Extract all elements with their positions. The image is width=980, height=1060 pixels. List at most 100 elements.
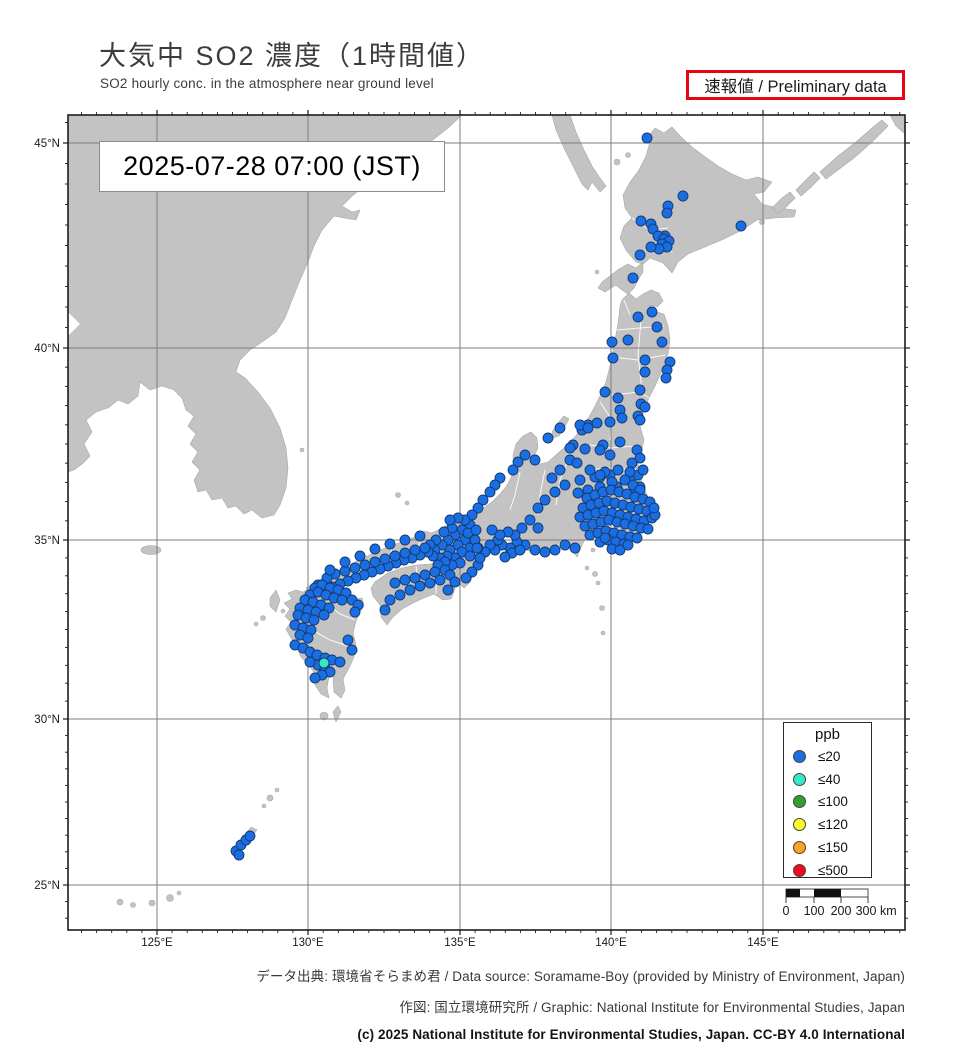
- station-dot: [559, 539, 571, 551]
- island: [600, 630, 606, 636]
- station-dot: [661, 207, 673, 219]
- station-dot: [656, 336, 668, 348]
- station-dot: [624, 466, 636, 478]
- station-dot: [631, 532, 643, 544]
- station-dot: [486, 524, 498, 536]
- station-dot: [324, 564, 336, 576]
- preliminary-data-label: 速報値 / Preliminary data: [704, 78, 887, 96]
- legend-row: ≤20: [784, 745, 871, 768]
- station-dot: [641, 132, 653, 144]
- station-dot: [444, 514, 456, 526]
- station-dot: [532, 502, 544, 514]
- station-dot: [309, 672, 321, 684]
- station-dot: [660, 372, 672, 384]
- island: [613, 158, 621, 166]
- station-dot: [464, 550, 476, 562]
- station-dot: [516, 522, 528, 534]
- station-dot: [634, 249, 646, 261]
- island: [625, 152, 631, 158]
- island: [166, 894, 174, 902]
- island: [116, 898, 124, 906]
- station-dot: [539, 494, 551, 506]
- island: [261, 803, 267, 809]
- island: [584, 565, 590, 571]
- station-dot: [594, 444, 606, 456]
- station-dot: [579, 443, 591, 455]
- station-dot: [339, 556, 351, 568]
- legend-label: ≤500: [818, 862, 848, 878]
- scale-bar-tick-label: 0: [783, 904, 790, 918]
- station-dot: [549, 544, 561, 556]
- station-dot: [507, 464, 519, 476]
- station-dot: [349, 606, 361, 618]
- station-dot: [571, 457, 583, 469]
- station-dots-layer: [230, 132, 747, 861]
- scale-bar-tick-label: 300: [856, 904, 877, 918]
- station-dot: [584, 464, 596, 476]
- station-dot: [302, 632, 314, 644]
- station-dot: [619, 474, 631, 486]
- station-dot: [554, 464, 566, 476]
- station-dot: [389, 577, 401, 589]
- station-dot: [369, 543, 381, 555]
- station-dot: [471, 542, 483, 554]
- station-dot: [626, 457, 638, 469]
- footer-data-source: データ出典: 環境省そらまめ君 / Data source: Soramame-…: [256, 969, 905, 984]
- station-dot: [634, 414, 646, 426]
- scale-bar-labels: 0 100 200 300 km: [783, 904, 897, 918]
- timestamp-label: 2025-07-28 07:00 (JST): [123, 151, 421, 181]
- station-dot: [612, 464, 624, 476]
- station-dot: [599, 532, 611, 544]
- legend-dot-icon: [793, 772, 806, 786]
- lon-tick-label: 140°E: [595, 937, 627, 949]
- station-dot: [599, 386, 611, 398]
- station-dot: [639, 354, 651, 366]
- station-dot: [434, 574, 446, 586]
- station-dot: [449, 576, 461, 588]
- legend-rows: ≤20 ≤40 ≤100 ≤120 ≤150 ≤500: [784, 745, 871, 882]
- footer-graphic-credit: 作図: 国立環境研究所 / Graphic: National Institut…: [399, 1000, 905, 1015]
- legend-dot-icon: [793, 863, 806, 877]
- lat-tick-label: 25°N: [34, 880, 60, 892]
- legend-row: ≤500: [784, 859, 871, 882]
- station-dot: [336, 594, 348, 606]
- scale-bar-unit: km: [880, 904, 897, 918]
- legend-dot-icon: [793, 749, 806, 763]
- legend-row: ≤40: [784, 768, 871, 791]
- lat-tick-label: 30°N: [34, 714, 60, 726]
- station-dot: [632, 311, 644, 323]
- station-dot: [499, 551, 511, 563]
- station-dot: [442, 584, 454, 596]
- station-dot: [359, 559, 371, 571]
- island-tsushima: [269, 589, 281, 613]
- legend-dot-icon: [793, 818, 806, 832]
- station-dot: [574, 474, 586, 486]
- station-dot: [634, 452, 646, 464]
- island: [592, 571, 598, 577]
- station-dot: [549, 486, 561, 498]
- legend-title: ppb: [814, 726, 841, 743]
- lon-tick-label: 145°E: [747, 937, 779, 949]
- station-dot: [546, 472, 558, 484]
- station-dot: [554, 422, 566, 434]
- island: [595, 580, 601, 586]
- station-dot: [384, 538, 396, 550]
- landmass-kurils: [889, 115, 905, 135]
- island: [280, 608, 286, 614]
- landmass-oshima-peninsula: [597, 261, 644, 295]
- landmass-kurils: [819, 119, 889, 180]
- lat-tick-label: 45°N: [34, 138, 60, 150]
- station-dot: [244, 830, 256, 842]
- island: [404, 500, 410, 506]
- station-dot: [559, 479, 571, 491]
- station-dot: [514, 544, 526, 556]
- station-dot: [394, 589, 406, 601]
- legend-label: ≤40: [818, 771, 841, 787]
- station-dot: [384, 594, 396, 606]
- station-dot: [572, 487, 584, 499]
- island: [594, 269, 600, 275]
- station-dot: [512, 456, 524, 468]
- island-yakushima: [319, 711, 329, 721]
- station-dot: [735, 220, 747, 232]
